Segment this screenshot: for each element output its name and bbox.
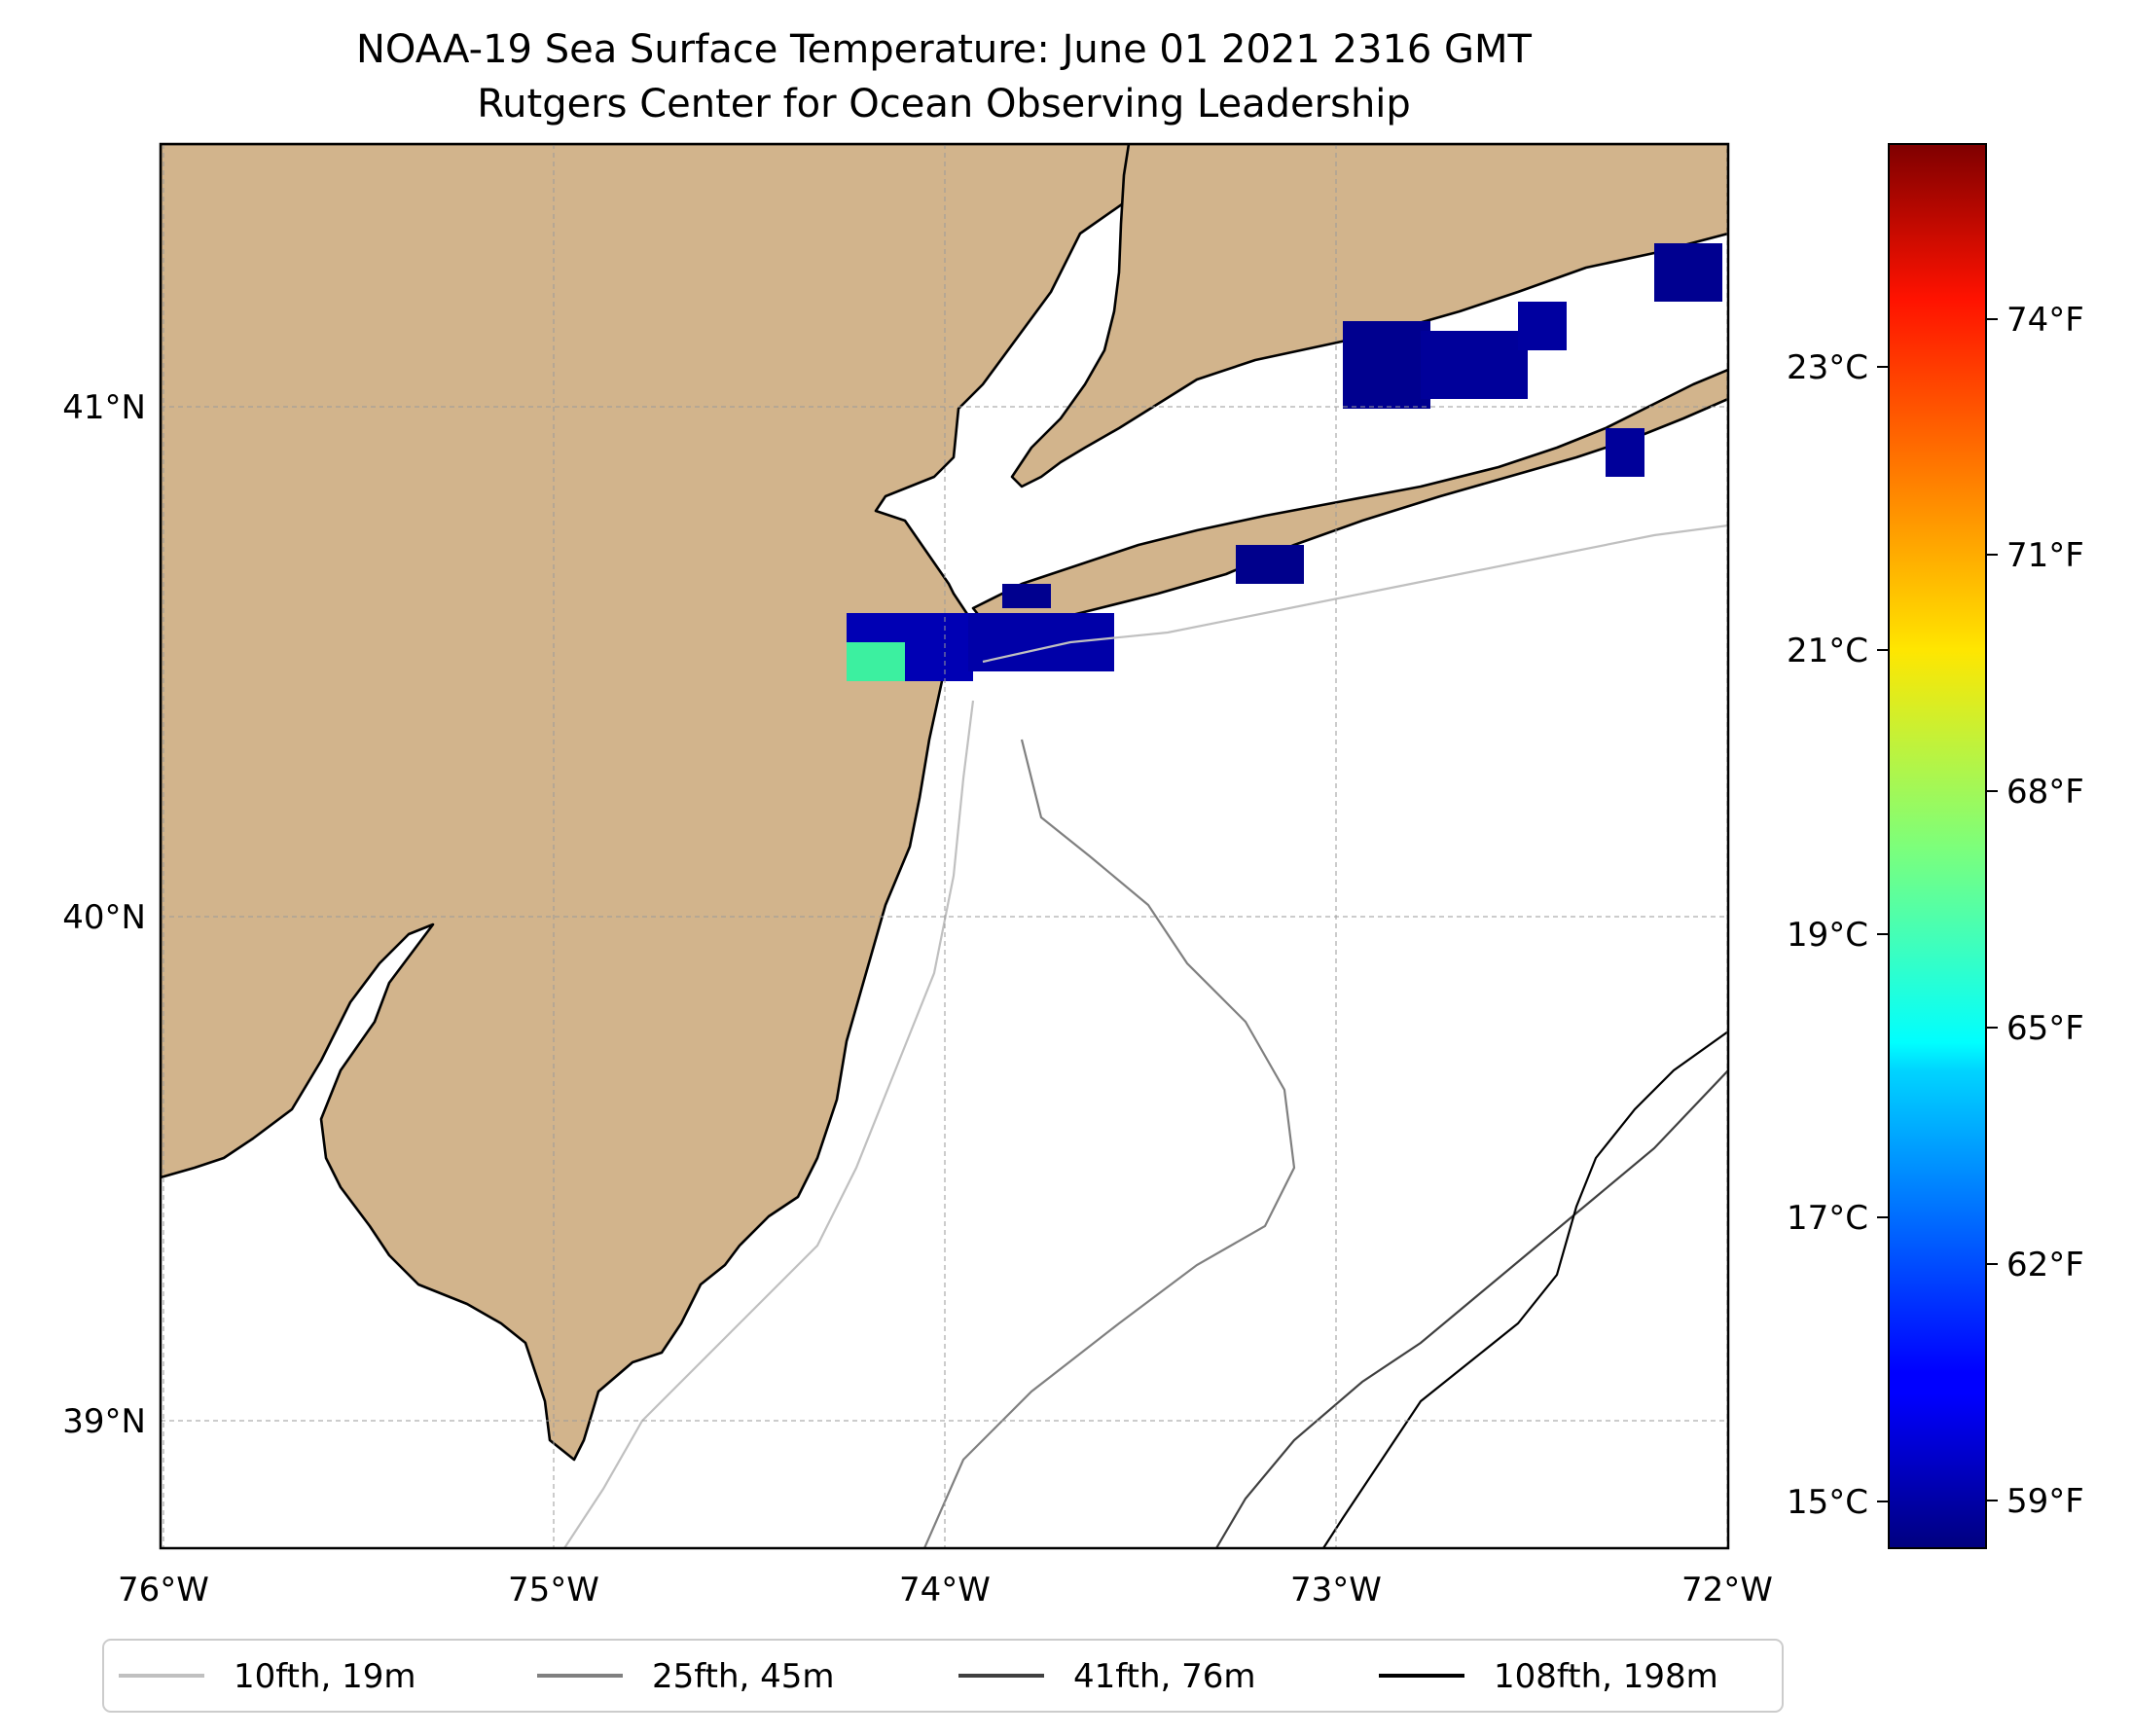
title-line-1: NOAA-19 Sea Surface Temperature: June 01… xyxy=(356,27,1533,72)
fahrenheit-tick-label: 65°F xyxy=(2006,1009,2084,1048)
legend-label: 25fth, 45m xyxy=(652,1657,835,1696)
celsius-tick-label: 21°C xyxy=(1787,632,1868,670)
land-connecticut xyxy=(1010,144,1728,488)
y-tick-label: 41°N xyxy=(62,388,146,427)
contour-41fth xyxy=(1215,1069,1728,1548)
x-tick-label: 76°W xyxy=(118,1571,209,1609)
legend-label: 108fth, 198m xyxy=(1494,1657,1718,1696)
title-line-2: Rutgers Center for Ocean Observing Leade… xyxy=(477,82,1411,127)
colorbar: 23°C 21°C 19°C 17°C 15°C 74°F 71°F 68°F … xyxy=(1787,143,2084,1549)
x-tick-label: 75°W xyxy=(508,1571,599,1609)
legend: 10fth, 19m 25fth, 45m 41fth, 76m 108fth,… xyxy=(102,1639,1784,1713)
fahrenheit-tick-label: 71°F xyxy=(2006,536,2084,575)
legend-box xyxy=(102,1639,1784,1713)
fahrenheit-tick-label: 62°F xyxy=(2006,1246,2084,1284)
celsius-tick-label: 15°C xyxy=(1787,1483,1868,1522)
land-mainland xyxy=(161,144,1131,1462)
x-tick-label: 74°W xyxy=(899,1571,991,1609)
contour-10fth xyxy=(563,524,1728,1548)
fahrenheit-tick-label: 68°F xyxy=(2006,773,2084,812)
legend-label: 41fth, 76m xyxy=(1073,1657,1256,1696)
map-frame xyxy=(159,142,1730,1550)
celsius-tick-label: 19°C xyxy=(1787,916,1868,955)
contour-108fth xyxy=(1322,1031,1728,1548)
colorbar-gradient xyxy=(1888,143,1987,1549)
x-tick-label: 73°W xyxy=(1290,1571,1382,1609)
celsius-ticks: 23°C 21°C 19°C 17°C 15°C xyxy=(1787,348,1889,1522)
fahrenheit-ticks: 74°F 71°F 68°F 65°F 62°F 59°F xyxy=(1986,301,2084,1521)
x-axis-ticks: 76°W 75°W 74°W 73°W 72°W xyxy=(118,1571,1773,1609)
celsius-tick-label: 23°C xyxy=(1787,348,1868,387)
land-long-island xyxy=(971,368,1728,634)
y-tick-label: 40°N xyxy=(62,898,146,937)
contour-25fth xyxy=(922,739,1296,1548)
x-tick-label: 72°W xyxy=(1681,1571,1773,1609)
sst-patches xyxy=(847,243,1722,681)
celsius-tick-label: 17°C xyxy=(1787,1199,1868,1238)
map-panel xyxy=(161,144,1728,1548)
legend-label: 10fth, 19m xyxy=(234,1657,416,1696)
fahrenheit-tick-label: 74°F xyxy=(2006,301,2084,340)
fahrenheit-tick-label: 59°F xyxy=(2006,1482,2084,1521)
y-axis-ticks: 41°N 40°N 39°N xyxy=(62,388,146,1441)
y-tick-label: 39°N xyxy=(62,1402,146,1441)
